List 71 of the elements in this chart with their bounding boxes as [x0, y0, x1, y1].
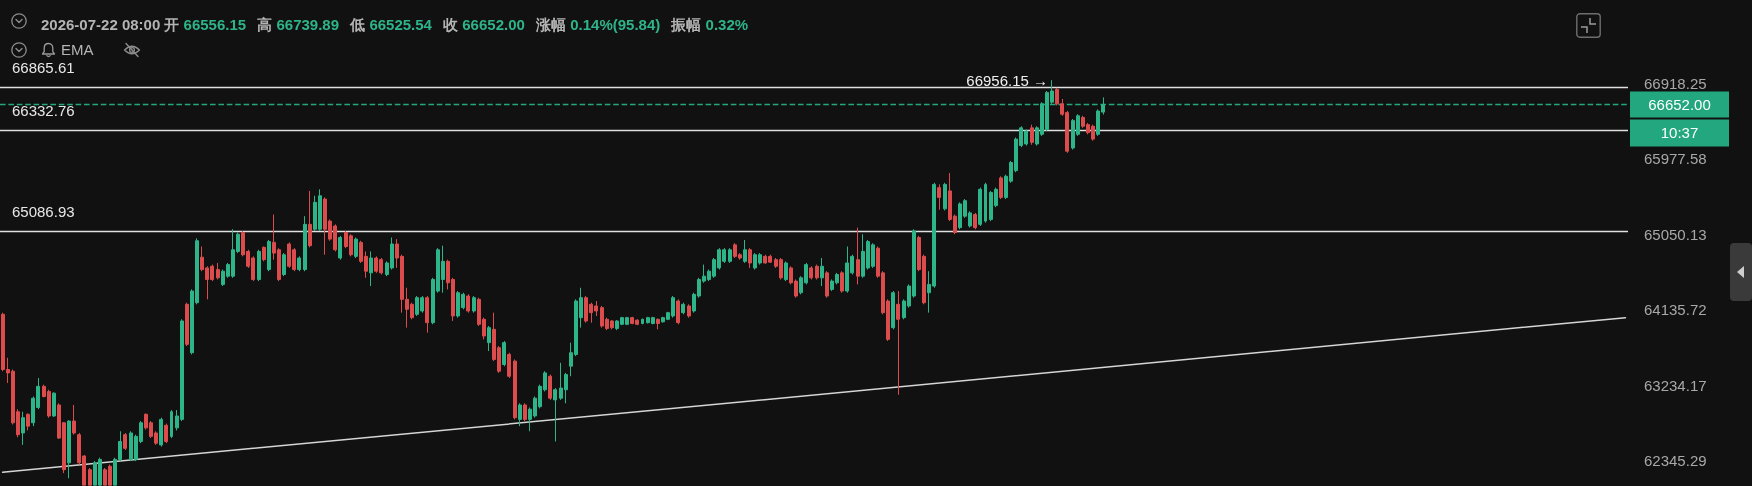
candlestick	[641, 317, 644, 325]
candlestick	[257, 249, 261, 282]
candlestick	[487, 325, 491, 352]
candlestick	[973, 212, 977, 230]
candlestick	[164, 423, 168, 444]
candlestick	[123, 432, 127, 451]
y-tick-label: 65050.13	[1644, 225, 1707, 243]
y-tick-label: 65977.58	[1644, 150, 1707, 168]
candlestick	[88, 467, 92, 486]
ref-line-label: 66865.61	[12, 59, 75, 77]
candlestick	[943, 182, 947, 211]
candlestick	[999, 175, 1003, 200]
candlestick	[815, 264, 819, 280]
candlestick	[267, 239, 271, 272]
candlestick	[185, 302, 189, 347]
candlestick	[52, 391, 56, 418]
candlestick	[553, 387, 557, 442]
candlestick	[170, 409, 173, 439]
candlestick	[681, 302, 685, 315]
candlestick	[303, 215, 307, 272]
candlestick	[937, 183, 941, 211]
candlestick	[67, 419, 71, 479]
candlestick	[507, 352, 511, 379]
candlestick	[523, 402, 527, 422]
candlestick	[513, 358, 517, 420]
candlestick	[978, 187, 982, 227]
candlestick	[72, 404, 76, 436]
candlestick	[282, 252, 286, 277]
ref-line-label: 66652.00	[1648, 96, 1711, 114]
candlestick	[502, 340, 506, 367]
candlestick	[840, 270, 844, 294]
candlestick	[687, 303, 691, 319]
candlestick	[896, 290, 900, 396]
candlestick	[297, 255, 301, 272]
candlestick	[748, 247, 752, 269]
candlestick	[262, 246, 266, 262]
text: 10:37	[1660, 124, 1699, 142]
candlestick	[825, 270, 829, 299]
candlestick	[728, 247, 732, 264]
ref-line-label: 66332.76	[12, 102, 75, 120]
chart-title: 2026-07-22 08:00 开 66556.15 高 66739.89 低 66525.54 收 66652.00 涨幅 0.14%(95.84) 振幅 0.32%	[41, 16, 749, 33]
candlestick	[308, 190, 312, 248]
candlestick	[472, 295, 476, 314]
candlestick	[159, 417, 163, 448]
candlestick	[809, 265, 813, 280]
candlestick	[338, 235, 342, 261]
candlestick	[820, 257, 824, 287]
annotation: 66956.15 →	[966, 71, 1049, 89]
candlestick	[369, 250, 373, 287]
candlestick	[26, 412, 30, 431]
candlestick	[425, 295, 429, 334]
ref-line-label: 65086.93	[12, 203, 75, 221]
y-tick-label: 66918.25	[1644, 74, 1707, 92]
candlestick	[216, 262, 220, 280]
candlestick	[656, 317, 660, 330]
candlestick	[984, 182, 987, 224]
y-tick-label: 63234.17	[1644, 376, 1707, 394]
candlestick	[676, 298, 680, 325]
candlestick	[891, 290, 895, 330]
candlestick	[1030, 124, 1034, 146]
candlestick	[548, 374, 552, 401]
candlestick	[856, 227, 860, 285]
candlestick	[21, 411, 25, 446]
candlestick	[743, 239, 747, 264]
candlestick	[354, 236, 358, 259]
candlestick	[466, 293, 470, 314]
candlestick	[784, 260, 788, 282]
annotation: EMA	[61, 41, 94, 58]
candlestick	[518, 402, 522, 427]
y-tick-label: 62345.29	[1644, 452, 1707, 470]
y-tick-label: 64135.72	[1644, 301, 1707, 319]
